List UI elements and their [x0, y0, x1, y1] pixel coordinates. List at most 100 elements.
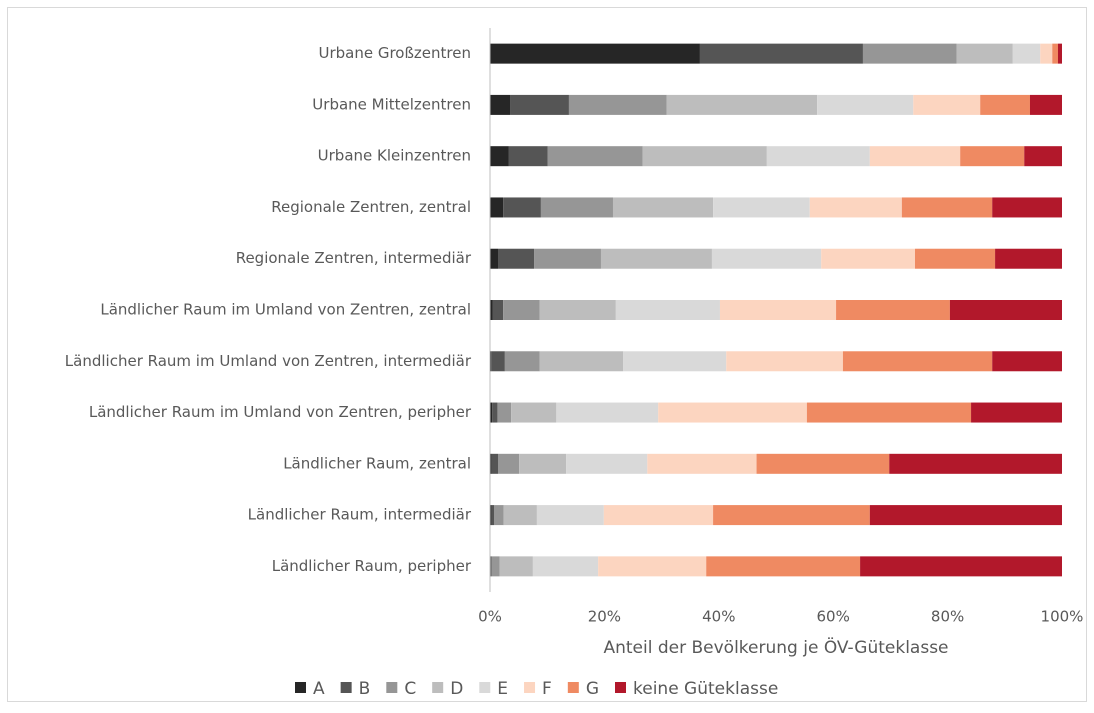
bar-segment	[494, 505, 504, 526]
bar-segment	[706, 556, 861, 577]
legend-label: E	[497, 679, 508, 699]
bar-segment	[491, 505, 495, 526]
bar-segment	[498, 453, 520, 474]
bar-segment	[992, 197, 1062, 218]
legend-label: C	[404, 679, 416, 699]
bar-segment	[869, 146, 961, 167]
bar-segment	[726, 351, 843, 372]
legend-swatch	[386, 682, 398, 693]
bar-segment	[949, 300, 1062, 320]
bar-segment	[821, 248, 915, 269]
bar-segment	[491, 556, 500, 577]
bar-segment	[842, 351, 993, 372]
bar-segment	[532, 556, 599, 577]
legend-label: G	[586, 679, 599, 699]
bar-segment	[862, 43, 957, 64]
legend-swatch	[295, 682, 306, 693]
bar-segment	[536, 505, 604, 526]
legend-swatch	[340, 682, 352, 693]
bar-segment	[503, 300, 540, 320]
bar-segment	[658, 402, 807, 423]
bar-segment	[497, 402, 512, 423]
x-tick-label: 40%	[702, 608, 735, 626]
bar-segment	[490, 402, 493, 423]
legend-swatch	[567, 682, 579, 693]
y-tick-label: Ländlicher Raum, intermediär	[248, 506, 472, 524]
bar-segment	[540, 197, 613, 218]
bar-segment	[1012, 43, 1041, 64]
bar-segment	[490, 505, 492, 526]
bar-segment	[1057, 43, 1062, 64]
bar-segment	[719, 300, 837, 320]
bar-segment	[995, 248, 1062, 269]
bar-segment	[490, 248, 499, 269]
x-tick-label: 20%	[588, 608, 621, 626]
bar-segment	[568, 94, 667, 115]
y-tick-label: Regionale Zentren, intermediär	[236, 249, 472, 267]
y-tick-label: Urbane Großzentren	[318, 44, 471, 62]
legend-swatch	[524, 682, 536, 693]
bar-segment	[980, 94, 1030, 115]
bar-segment	[809, 197, 902, 218]
bar-segment	[623, 351, 727, 372]
bar-segment	[539, 351, 624, 372]
legend-label: A	[313, 679, 325, 699]
bar-segment	[1040, 43, 1053, 64]
legend-label: F	[542, 679, 552, 699]
bar-segment	[598, 556, 707, 577]
bar-segment	[492, 402, 498, 423]
bar-segment	[490, 43, 700, 64]
bar-segment	[913, 94, 981, 115]
bar-segment	[498, 248, 535, 269]
bar-segment	[490, 453, 492, 474]
bar-segment	[490, 146, 509, 167]
bar-segment	[600, 248, 712, 269]
bar-segment	[711, 248, 822, 269]
y-tick-label: Ländlicher Raum im Umland von Zentren, i…	[65, 352, 472, 370]
bar-segment	[756, 453, 890, 474]
bar-segment	[992, 351, 1062, 372]
bar-segment	[539, 300, 616, 320]
bar-segment	[504, 351, 540, 372]
bar-segment	[511, 402, 557, 423]
bar-segment	[519, 453, 567, 474]
bar-segment	[836, 300, 950, 320]
bar-segment	[491, 351, 505, 372]
x-tick-label: 60%	[817, 608, 850, 626]
y-tick-label: Ländlicher Raum, peripher	[272, 557, 472, 575]
bar-segment	[860, 556, 1062, 577]
bar-segment	[889, 453, 1062, 474]
bar-segment	[503, 197, 541, 218]
y-tick-label: Ländlicher Raum im Umland von Zentren, p…	[89, 403, 472, 421]
bar-segment	[713, 197, 810, 218]
y-tick-label: Regionale Zentren, zentral	[271, 198, 471, 216]
x-tick-label: 0%	[478, 608, 502, 626]
bar-segment	[971, 402, 1062, 423]
bar-segment	[492, 300, 504, 320]
y-tick-label: Ländlicher Raum, zentral	[283, 454, 471, 472]
bar-segment	[1024, 146, 1062, 167]
bar-segment	[1029, 94, 1062, 115]
bar-segment	[956, 43, 1013, 64]
bar-segment	[490, 94, 511, 115]
bar-segment	[766, 146, 870, 167]
legend-label: D	[450, 679, 463, 699]
bar-segment	[490, 351, 492, 372]
bar-segment	[547, 146, 643, 167]
legend-swatch	[615, 682, 626, 693]
y-tick-label: Urbane Mittelzentren	[312, 95, 471, 113]
bar-segment	[869, 505, 1062, 526]
bar-segment	[612, 197, 714, 218]
bar-segment	[806, 402, 972, 423]
bar-segment	[817, 94, 914, 115]
bar-segment	[499, 556, 533, 577]
bar-segment	[503, 505, 537, 526]
x-tick-label: 100%	[1041, 608, 1084, 626]
bar-segment	[914, 248, 996, 269]
bar-segment	[510, 94, 569, 115]
bar-segment	[713, 505, 870, 526]
bar-segment	[490, 197, 504, 218]
bar-segment	[699, 43, 863, 64]
bar-segment	[490, 556, 492, 577]
